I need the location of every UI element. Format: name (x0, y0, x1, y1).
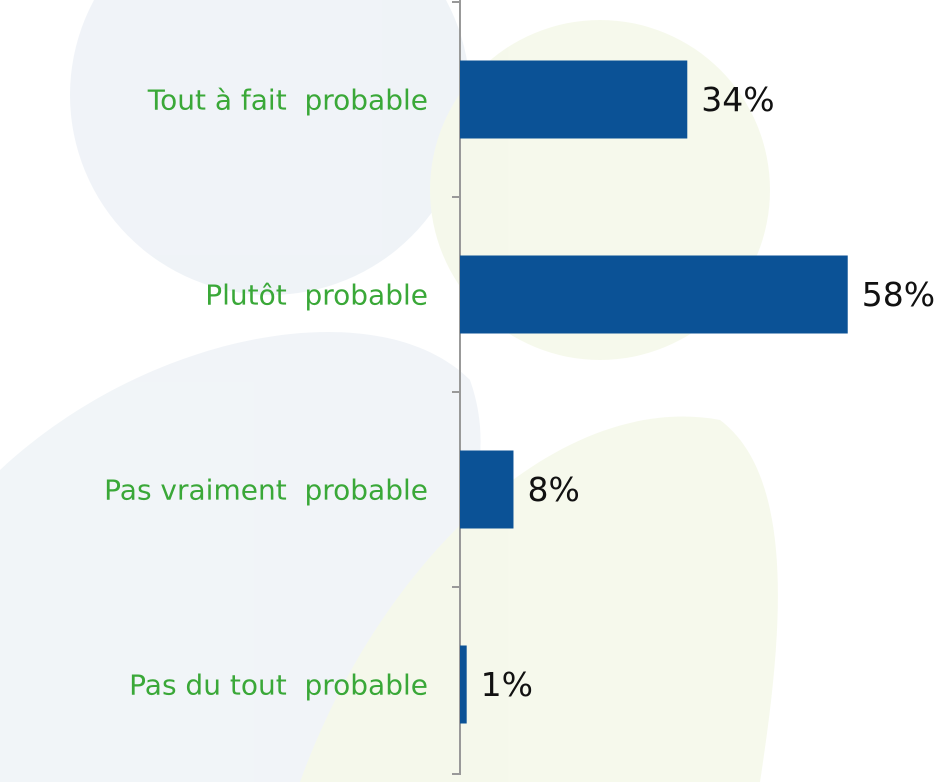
value-label: 58% (862, 275, 935, 314)
bar (460, 645, 467, 724)
category-separators (452, 1, 460, 775)
bg-circle (70, 0, 470, 295)
category-label: Pas vraiment probable (104, 474, 428, 507)
bg-swoosh (300, 416, 778, 782)
value-label: 34% (701, 80, 774, 119)
bar (460, 450, 514, 529)
category-label: Tout à fait probable (147, 84, 428, 117)
bar (460, 60, 688, 139)
category-label: Pas du tout probable (129, 669, 428, 702)
value-label: 8% (527, 470, 579, 509)
category-label: Plutôt probable (205, 279, 428, 312)
bar (460, 255, 848, 334)
value-label: 1% (481, 665, 533, 704)
